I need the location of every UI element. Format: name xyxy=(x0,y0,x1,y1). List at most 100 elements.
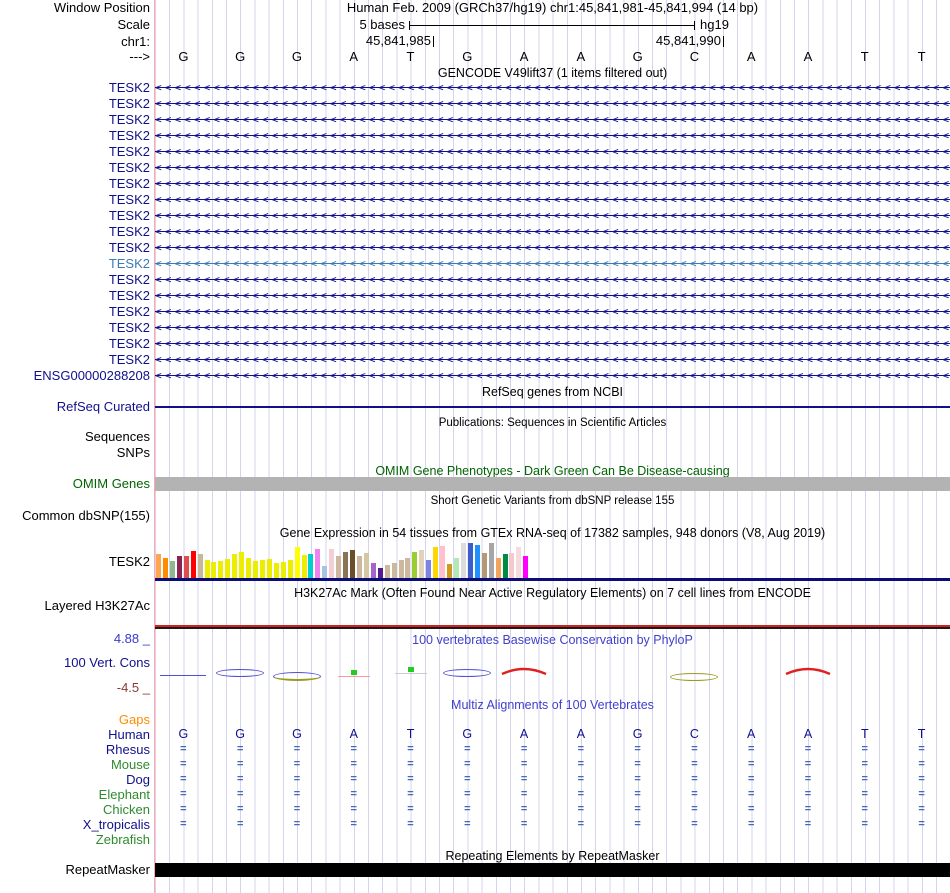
gtex-tissue-bar[interactable] xyxy=(363,553,369,578)
refseq-track-title[interactable]: RefSeq genes from NCBI xyxy=(481,385,624,399)
gtex-tissue-bar[interactable] xyxy=(329,549,335,578)
refseq-gene-line[interactable] xyxy=(155,406,950,408)
gtex-tissue-bar[interactable] xyxy=(169,561,175,578)
vert-cons-label[interactable]: 100 Vert. Cons xyxy=(64,655,150,670)
gene-row[interactable]: <<<<<<<<<<<<<<<<<<<<<<<<<<<<<<<<<<<<<<<<… xyxy=(155,209,950,222)
gtex-tissue-bar[interactable] xyxy=(232,554,238,578)
multiz-alignment-row[interactable]: = = = = = = = = = = = = = = xyxy=(155,817,950,832)
gtex-tissue-bar[interactable] xyxy=(183,556,189,578)
gtex-tissue-bar[interactable] xyxy=(336,556,342,578)
gene-row-label[interactable]: TESK2 xyxy=(108,128,150,143)
layered-h3k27ac-label[interactable]: Layered H3K27Ac xyxy=(44,598,150,613)
gtex-tissue-bar[interactable] xyxy=(412,552,418,578)
multiz-species-label[interactable]: Dog xyxy=(126,772,150,787)
gene-row-label[interactable]: TESK2 xyxy=(108,240,150,255)
gene-row[interactable]: <<<<<<<<<<<<<<<<<<<<<<<<<<<<<<<<<<<<<<<<… xyxy=(155,289,950,302)
gene-row-label[interactable]: TESK2 xyxy=(108,288,150,303)
gtex-tissue-bar[interactable] xyxy=(225,559,231,578)
gtex-tissue-bar[interactable] xyxy=(280,562,286,578)
gtex-tissue-bar[interactable] xyxy=(426,560,432,578)
gtex-tissue-bar[interactable] xyxy=(246,558,252,578)
gene-row[interactable]: <<<<<<<<<<<<<<<<<<<<<<<<<<<<<<<<<<<<<<<<… xyxy=(155,321,950,334)
sequences-label[interactable]: Sequences xyxy=(84,429,150,444)
gene-row[interactable]: <<<<<<<<<<<<<<<<<<<<<<<<<<<<<<<<<<<<<<<<… xyxy=(155,369,950,382)
multiz-species-label[interactable]: Chicken xyxy=(103,802,150,817)
gtex-tissue-bar[interactable] xyxy=(301,555,307,578)
gtex-tissue-bar[interactable] xyxy=(218,561,224,578)
gene-row[interactable]: <<<<<<<<<<<<<<<<<<<<<<<<<<<<<<<<<<<<<<<<… xyxy=(155,257,950,270)
gene-row-label[interactable]: TESK2 xyxy=(108,80,150,95)
gtex-tissue-bar[interactable] xyxy=(391,563,397,578)
multiz-species-label[interactable]: Mouse xyxy=(110,757,150,772)
omim-gene-bar[interactable] xyxy=(155,477,950,491)
gene-row-label[interactable]: TESK2 xyxy=(108,160,150,175)
gtex-tissue-bar[interactable] xyxy=(481,553,487,578)
gene-row-label[interactable]: TESK2 xyxy=(108,224,150,239)
gtex-tissue-bar[interactable] xyxy=(315,549,321,578)
gtex-tissue-bar[interactable] xyxy=(384,565,390,578)
gene-row-label[interactable]: TESK2 xyxy=(108,272,150,287)
gtex-tissue-bar[interactable] xyxy=(516,547,522,578)
refseq-curated-label[interactable]: RefSeq Curated xyxy=(56,399,150,414)
gtex-tissue-bar[interactable] xyxy=(377,568,383,578)
gene-row[interactable]: <<<<<<<<<<<<<<<<<<<<<<<<<<<<<<<<<<<<<<<<… xyxy=(155,353,950,366)
multiz-species-label[interactable]: Gaps xyxy=(118,712,150,727)
gtex-tissue-bar[interactable] xyxy=(495,558,501,578)
snps-label[interactable]: SNPs xyxy=(116,445,150,460)
gtex-tissue-bar[interactable] xyxy=(370,563,376,578)
gene-row-label[interactable]: TESK2 xyxy=(108,320,150,335)
gtex-expression-bars[interactable] xyxy=(155,543,950,578)
gtex-gene-label[interactable]: TESK2 xyxy=(108,554,150,569)
multiz-alignment-row[interactable]: = = = = = = = = = = = = = = xyxy=(155,742,950,757)
gtex-track-title[interactable]: Gene Expression in 54 tissues from GTEx … xyxy=(279,526,826,540)
gene-row-label[interactable]: TESK2 xyxy=(108,304,150,319)
gtex-tissue-bar[interactable] xyxy=(343,552,349,578)
gtex-tissue-bar[interactable] xyxy=(273,563,279,578)
gtex-tissue-bar[interactable] xyxy=(419,550,425,578)
gene-row-label[interactable]: TESK2 xyxy=(108,352,150,367)
gene-row-label[interactable]: TESK2 xyxy=(108,112,150,127)
dbsnp-track-title[interactable]: Short Genetic Variants from dbSNP releas… xyxy=(430,495,675,507)
gtex-tissue-bar[interactable] xyxy=(467,543,473,578)
gtex-tissue-bar[interactable] xyxy=(474,545,480,578)
multiz-species-label[interactable]: Rhesus xyxy=(105,742,150,757)
repeatmasker-element-bar[interactable] xyxy=(155,863,950,877)
multiz-alignment-row[interactable]: = = = = = = = = = = = = = = xyxy=(155,787,950,802)
multiz-species-label[interactable]: Zebrafish xyxy=(95,832,150,847)
gene-row-label[interactable]: TESK2 xyxy=(108,208,150,223)
gene-row[interactable]: <<<<<<<<<<<<<<<<<<<<<<<<<<<<<<<<<<<<<<<<… xyxy=(155,177,950,190)
gtex-tissue-bar[interactable] xyxy=(433,547,439,578)
gtex-tissue-bar[interactable] xyxy=(266,559,272,578)
gene-row[interactable]: <<<<<<<<<<<<<<<<<<<<<<<<<<<<<<<<<<<<<<<<… xyxy=(155,129,950,142)
gene-row-label[interactable]: TESK2 xyxy=(108,336,150,351)
gtex-tissue-bar[interactable] xyxy=(287,560,293,578)
gene-row[interactable]: <<<<<<<<<<<<<<<<<<<<<<<<<<<<<<<<<<<<<<<<… xyxy=(155,305,950,318)
omim-track-title[interactable]: OMIM Gene Phenotypes - Dark Green Can Be… xyxy=(375,464,730,478)
gene-row[interactable]: <<<<<<<<<<<<<<<<<<<<<<<<<<<<<<<<<<<<<<<<… xyxy=(155,225,950,238)
gtex-tissue-bar[interactable] xyxy=(259,560,265,578)
gtex-tissue-bar[interactable] xyxy=(488,543,494,578)
multiz-species-label[interactable]: Elephant xyxy=(98,787,150,802)
gene-row[interactable]: <<<<<<<<<<<<<<<<<<<<<<<<<<<<<<<<<<<<<<<<… xyxy=(155,161,950,174)
gene-row-label[interactable]: TESK2 xyxy=(108,144,150,159)
multiz-alignment-row[interactable]: = = = = = = = = = = = = = = xyxy=(155,772,950,787)
gene-row[interactable]: <<<<<<<<<<<<<<<<<<<<<<<<<<<<<<<<<<<<<<<<… xyxy=(155,273,950,286)
gtex-tissue-bar[interactable] xyxy=(523,556,529,578)
gene-row[interactable]: <<<<<<<<<<<<<<<<<<<<<<<<<<<<<<<<<<<<<<<<… xyxy=(155,81,950,94)
gene-row[interactable]: <<<<<<<<<<<<<<<<<<<<<<<<<<<<<<<<<<<<<<<<… xyxy=(155,145,950,158)
gtex-tissue-bar[interactable] xyxy=(204,560,210,578)
h3k27ac-track-title[interactable]: H3K27Ac Mark (Often Found Near Active Re… xyxy=(294,586,811,600)
omim-genes-label[interactable]: OMIM Genes xyxy=(72,476,150,491)
gtex-tissue-bar[interactable] xyxy=(460,543,466,578)
gtex-tissue-bar[interactable] xyxy=(308,554,314,578)
gtex-tissue-bar[interactable] xyxy=(197,554,203,578)
gtex-tissue-bar[interactable] xyxy=(509,553,515,578)
gene-row-label[interactable]: TESK2 xyxy=(108,176,150,191)
gencode-track-title[interactable]: GENCODE V49lift37 (1 items filtered out) xyxy=(437,66,668,80)
gtex-tissue-bar[interactable] xyxy=(356,556,362,578)
gtex-tissue-bar[interactable] xyxy=(447,564,453,578)
gtex-tissue-bar[interactable] xyxy=(502,554,508,578)
repeatmasker-track-title[interactable]: Repeating Elements by RepeatMasker xyxy=(445,849,660,863)
multiz-alignment-row[interactable]: = = = = = = = = = = = = = = xyxy=(155,802,950,817)
